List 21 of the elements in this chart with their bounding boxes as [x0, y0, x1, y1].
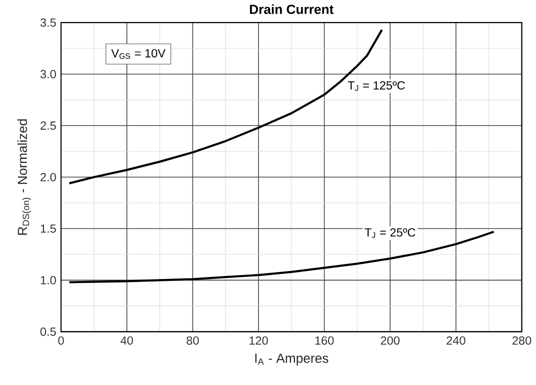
x-tick-label: 240	[446, 336, 466, 345]
x-tick-label: 0	[58, 336, 64, 345]
y-tick-label: 0.5	[40, 328, 56, 336]
y-tick-label: 2.0	[40, 173, 56, 182]
x-axis-title: I$_{A}$ - Amperes	[255, 354, 328, 366]
x-tick-label: 80	[186, 336, 199, 345]
x-tick-label: 120	[250, 336, 268, 345]
annotation: V$_{GS}$ = 10V	[111, 49, 166, 59]
y-tick-label: 1.5	[40, 224, 56, 233]
chart-title: Drain Current	[250, 4, 334, 14]
x-tick-label: 280	[512, 336, 532, 345]
series-label: T$_{J}$ = 125ºC	[348, 81, 405, 91]
y-tick-label: 3.0	[40, 70, 56, 78]
y-axis-title: R$_{DS(on)}$ - Normalized	[17, 119, 31, 235]
x-tick-label: 160	[315, 336, 334, 345]
x-tick-label: 200	[380, 336, 400, 345]
y-tick-label: 3.5	[40, 18, 56, 27]
y-tick-label: 1.0	[40, 276, 56, 284]
series-label: T$_{J}$ = 25ºC	[364, 228, 416, 238]
x-tick-label: 40	[120, 336, 133, 345]
y-tick-label: 2.5	[40, 121, 56, 130]
